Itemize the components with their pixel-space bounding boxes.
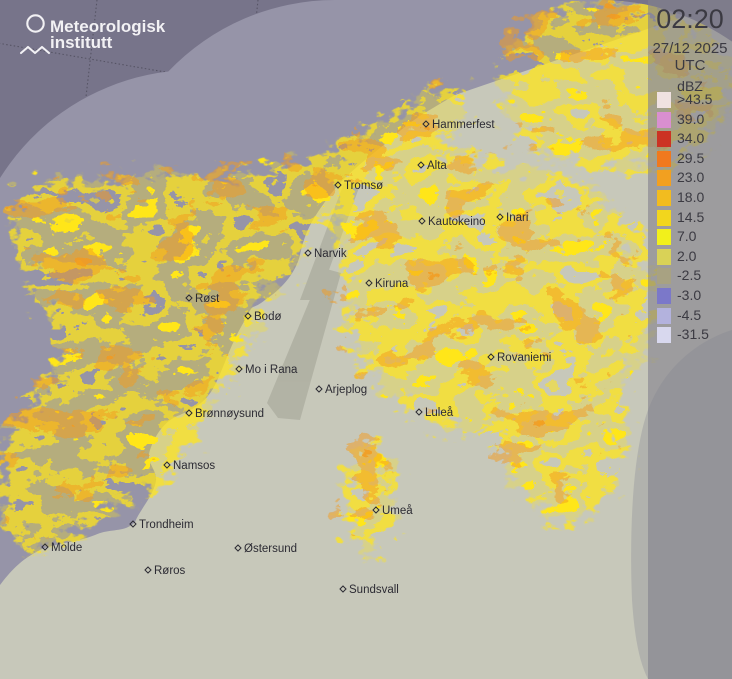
svg-text:Alta: Alta xyxy=(427,160,447,172)
svg-text:Molde: Molde xyxy=(51,542,82,554)
svg-text:Østersund: Østersund xyxy=(244,543,297,555)
svg-text:Kiruna: Kiruna xyxy=(375,278,409,290)
svg-text:Mo i Rana: Mo i Rana xyxy=(245,364,298,376)
svg-text:Rovaniemi: Rovaniemi xyxy=(497,352,551,364)
svg-text:Hammerfest: Hammerfest xyxy=(432,119,495,131)
svg-text:Sundsvall: Sundsvall xyxy=(349,584,399,596)
svg-text:Inari: Inari xyxy=(506,212,528,224)
svg-text:Luleå: Luleå xyxy=(425,407,454,419)
svg-text:Røst: Røst xyxy=(195,293,220,305)
svg-text:Tromsø: Tromsø xyxy=(344,180,383,192)
svg-text:Namsos: Namsos xyxy=(173,460,215,472)
svg-text:Kautokeino: Kautokeino xyxy=(428,216,486,228)
svg-text:Brønnøysund: Brønnøysund xyxy=(195,408,264,420)
svg-text:Bodø: Bodø xyxy=(254,311,282,323)
svg-text:Arjeplog: Arjeplog xyxy=(325,384,367,396)
svg-text:Trondheim: Trondheim xyxy=(139,519,194,531)
svg-text:Umeå: Umeå xyxy=(382,505,413,517)
svg-text:Røros: Røros xyxy=(154,565,186,577)
svg-text:Narvik: Narvik xyxy=(314,248,347,260)
